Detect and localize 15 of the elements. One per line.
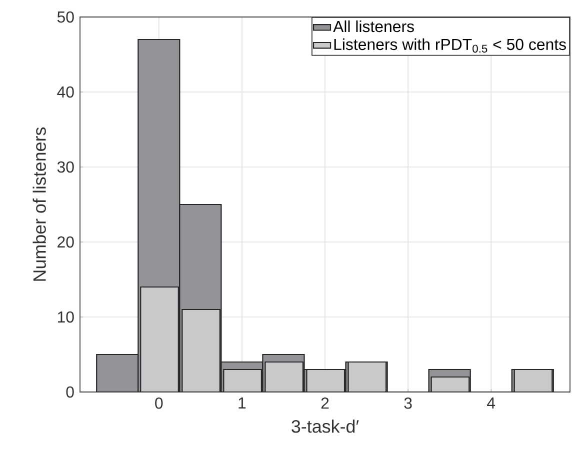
x-tick-label: 1: [238, 398, 246, 408]
y-tick-label: 50: [57, 11, 74, 23]
y-tick-label: 10: [58, 311, 74, 323]
y-tick-label: 20: [58, 236, 74, 248]
y-tick-label: 0: [66, 386, 74, 398]
y-tick-label: 40: [57, 86, 74, 98]
x-tick-label: 3: [404, 398, 412, 409]
x-tick-label: 0: [155, 398, 163, 409]
x-axis-title: 3-task-d′: [292, 420, 359, 433]
legend-label: Listeners with rPDT$_{0.5}$ < 50 cents: [334, 38, 566, 53]
y-tick-label: 30: [57, 161, 74, 173]
y-axis-title: Number of listeners: [32, 127, 46, 281]
x-tick-label: 2: [321, 398, 329, 409]
x-tick-label: 4: [487, 398, 496, 408]
legend-label: All listeners: [333, 20, 414, 32]
